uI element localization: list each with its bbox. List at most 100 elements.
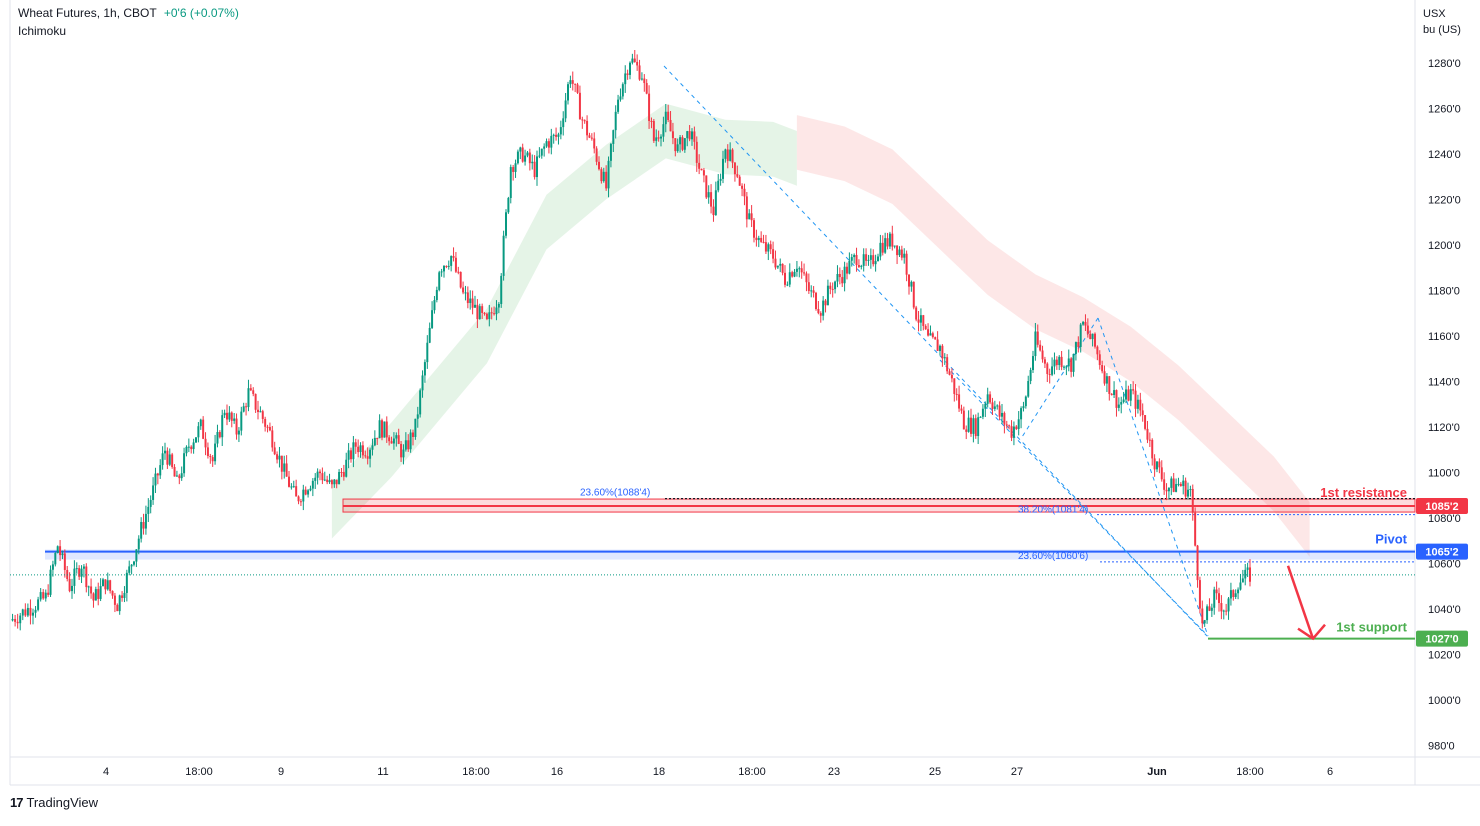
candle-body: [268, 427, 271, 431]
candle-body: [681, 137, 684, 150]
candle-body: [869, 255, 872, 260]
candle-body: [233, 418, 236, 421]
candle-body: [598, 161, 600, 170]
candle-body: [857, 265, 860, 267]
candle-body: [619, 96, 622, 100]
candle-body: [459, 271, 462, 288]
candle-body: [488, 312, 491, 320]
candle-body: [1060, 356, 1063, 368]
candle-body: [941, 345, 944, 359]
candle-body: [557, 134, 560, 137]
candle-body: [776, 265, 779, 268]
candle-body: [11, 618, 14, 621]
fib-trend-line: [663, 65, 1208, 637]
candle-body: [118, 595, 121, 612]
candle-body: [788, 272, 791, 285]
candle-body: [946, 357, 949, 372]
candle-body: [123, 592, 126, 598]
candle-body: [1029, 370, 1032, 382]
tradingview-brand[interactable]: 17 TradingView: [10, 795, 98, 810]
candle-body: [1065, 366, 1068, 368]
candle-body: [478, 306, 481, 320]
candle-body: [1244, 569, 1247, 579]
candle-body: [679, 137, 682, 145]
candle-body: [879, 242, 882, 257]
candle-body: [1134, 390, 1137, 409]
candle-body: [986, 394, 989, 404]
candle-body: [14, 618, 17, 622]
candle-body: [507, 197, 510, 213]
candle-body: [929, 333, 932, 336]
candle-body: [731, 149, 734, 163]
candle-body: [454, 257, 457, 272]
candle-body: [1227, 598, 1230, 612]
candle-body: [285, 463, 288, 477]
candle-body: [311, 480, 314, 489]
candles: [11, 50, 1251, 631]
candle-body: [586, 120, 589, 136]
candle-body: [133, 561, 135, 565]
candle-body: [235, 418, 238, 435]
x-tick-label: 16: [551, 766, 563, 778]
y-tick-label: 1040'0: [1428, 604, 1461, 616]
candle-body: [1027, 381, 1030, 397]
candle-body: [891, 233, 894, 247]
candle-body: [1165, 489, 1168, 492]
candle-body: [471, 298, 474, 308]
candle-body: [533, 161, 536, 178]
candle-body: [934, 337, 937, 340]
candle-body: [855, 254, 858, 266]
candle-body: [1063, 366, 1065, 368]
candle-body: [490, 312, 493, 314]
y-tick-label: 1280'0: [1428, 58, 1461, 70]
candle-body: [1110, 393, 1113, 396]
indicator-label[interactable]: Ichimoku: [18, 24, 67, 38]
candle-body: [154, 473, 157, 486]
candle-body: [407, 440, 410, 450]
candle-body: [967, 417, 970, 432]
candle-body: [896, 245, 899, 256]
x-tick-label: 18:00: [462, 766, 490, 778]
candle-body: [505, 212, 507, 236]
candle-body: [593, 138, 596, 149]
candle-body: [1053, 359, 1056, 367]
candle-body: [1241, 578, 1244, 583]
candle-body: [705, 175, 708, 198]
candle-body: [364, 455, 367, 457]
candle-body: [1051, 366, 1054, 375]
candle-body: [555, 134, 558, 137]
candle-body: [1094, 333, 1096, 347]
candle-body: [376, 437, 379, 439]
candle-body: [197, 426, 200, 438]
candle-body: [371, 445, 374, 450]
candle-body: [1225, 610, 1228, 612]
candle-body: [1127, 389, 1130, 401]
candle-body: [798, 268, 801, 270]
candle-body: [1220, 603, 1223, 612]
candle-body: [521, 147, 524, 162]
candle-body: [1096, 346, 1099, 355]
candle-body: [903, 253, 906, 258]
candle-body: [588, 135, 591, 138]
candle-body: [655, 137, 658, 141]
candle-body: [307, 490, 310, 495]
candle-body: [414, 418, 417, 437]
candle-body: [1098, 354, 1101, 366]
candle-body: [981, 408, 984, 417]
candle-body: [1215, 589, 1218, 594]
candle-body: [24, 609, 27, 616]
candle-body: [295, 486, 298, 497]
candle-body: [264, 418, 267, 427]
candle-body: [919, 315, 922, 323]
ichimoku-cloud-bullish: [331, 103, 797, 539]
candle-body: [853, 254, 856, 258]
candle-body: [147, 506, 150, 514]
candle-body: [514, 163, 517, 172]
candle-body: [779, 263, 782, 266]
candle-body: [1234, 593, 1237, 597]
candle-body: [259, 411, 262, 413]
candle-body: [29, 607, 32, 616]
candle-body: [111, 590, 114, 596]
